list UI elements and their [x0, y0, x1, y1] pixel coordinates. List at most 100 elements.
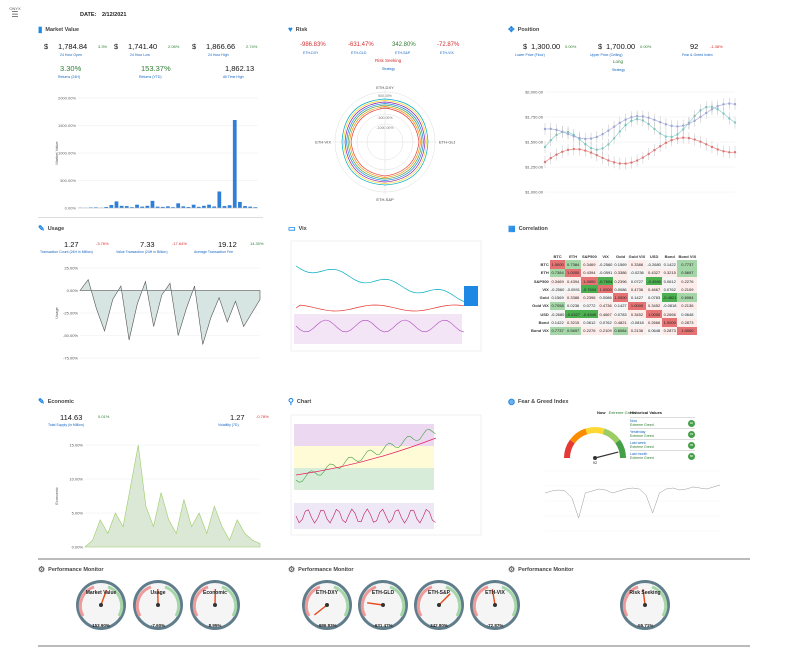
corr-cell: -0.0818 — [661, 301, 678, 311]
position-ytick: $1,750.00 — [525, 115, 544, 120]
gauge-icon: ⚙ — [288, 565, 296, 574]
bar-chart-icon: ▮ — [38, 25, 43, 34]
market-bar — [124, 206, 129, 208]
market-stat-pct: 2.74% — [246, 44, 258, 49]
corr-cell: 0.2666 — [661, 310, 678, 319]
corr-corner — [530, 252, 550, 260]
corr-cell: -0.4327 — [565, 310, 581, 319]
usage-stat-label: Average Transaction Fee — [194, 250, 234, 254]
corr-cell: 0.1427 — [613, 301, 628, 311]
performance-gauge — [133, 580, 183, 630]
position-stat-pct: 0.00% — [640, 44, 652, 49]
gauge-value: -72.87% — [486, 623, 504, 628]
gauge-name: Economic — [203, 590, 227, 596]
market-bar — [186, 207, 191, 208]
gauge-value: -631.47% — [373, 623, 393, 628]
history-item-label: Yesterday — [630, 430, 646, 434]
market-bar — [135, 204, 139, 208]
price-ma-line — [295, 437, 437, 476]
corr-cell: 0.2666 — [646, 318, 662, 327]
price-line — [295, 429, 436, 483]
corr-cell: 0.4394 — [565, 276, 581, 286]
usage-stat-label: Value Transaction (24H in Billion) — [116, 250, 168, 254]
corr-header: BTC — [553, 253, 562, 259]
risk-strategy: Risk Seeking — [375, 58, 402, 63]
price-osc-band — [294, 503, 434, 529]
position-stat-label: Upper Price (Ceiling) — [590, 53, 623, 57]
fear-greed-value: 92 — [593, 460, 598, 465]
wrench-icon: ✎ — [38, 397, 45, 406]
table-row: USD -0.2680 -0.4327 -0.4940 0.4667 0.0783 0.34… — [530, 310, 698, 319]
corr-cell: -0.0591 — [597, 268, 614, 277]
lower-series-line — [544, 137, 736, 164]
corr-cell: -0.0818 — [627, 318, 647, 327]
corr-cell: 0.7058 — [549, 301, 566, 311]
vix-embedded-chart — [290, 240, 482, 352]
market-bar — [130, 207, 134, 208]
corr-cell: -0.4821 — [661, 293, 678, 302]
corr-cell: 0.0086 — [597, 293, 614, 302]
usage-area — [79, 279, 261, 345]
market-stat2-value: 1,862.13 — [225, 64, 255, 73]
risk-strategy-label: Strategy — [382, 67, 396, 71]
corr-cell: 0.4394 — [580, 268, 598, 277]
chart-icon: ⚲ — [288, 397, 294, 406]
vix-mid-line — [295, 304, 465, 312]
corr-row-label: Gold VIX — [532, 303, 549, 309]
gauge-green-arc — [333, 585, 350, 617]
corr-cell: -0.2680 — [549, 310, 566, 319]
correlation-panel-title: ▦ Correlation — [508, 225, 548, 233]
corr-cell: 1.0000 — [646, 310, 662, 319]
corr-cell: 0.0648 — [677, 310, 698, 319]
logo-icon: ☰ — [11, 10, 19, 19]
dollar-sign: $ — [598, 42, 603, 51]
corr-cell: 0.0612 — [661, 276, 678, 286]
corr-cell: 0.6084 — [613, 326, 628, 335]
divider-monitor-bottom — [38, 645, 750, 647]
market-stat-label: 24 Hour High — [208, 53, 229, 57]
gauge-hub — [381, 603, 385, 607]
wrench-icon: ✎ — [38, 224, 45, 233]
usage-stat-pct: 14.30% — [250, 241, 264, 246]
vix-lower-band — [294, 314, 462, 344]
economic-stat-pct: -0.78% — [256, 414, 269, 419]
corr-cell: 0.0783 — [613, 310, 628, 319]
monitor-title: ⚙ Performance Monitor — [38, 566, 104, 574]
market-stat-label: 24 Hour Low — [130, 53, 150, 57]
table-row: BTC 1.0000 0.7384 0.3469 -0.2560 0.1569 0.3386… — [530, 260, 698, 269]
market-stat-pct: 3.3% — [98, 44, 108, 49]
gauge-name: Risk Seeking — [629, 590, 661, 596]
market-bar — [227, 205, 232, 208]
risk-stat-value: -631.47% — [348, 42, 374, 48]
history-item: Now Extreme Greed 92 — [630, 417, 695, 428]
risk-stat-label: ETH-S&P — [395, 51, 411, 55]
corr-cell: 1.0000 — [677, 326, 698, 335]
gauge-name: Usage — [150, 590, 166, 596]
price-osc-line — [295, 508, 436, 524]
usage-ylabel: Usage — [54, 306, 59, 318]
fear-greed-history-chart — [544, 470, 721, 532]
economic-ytick: 10.00% — [69, 477, 83, 482]
corr-header: ETH — [569, 253, 578, 259]
usage-ytick: 0.00% — [67, 288, 79, 293]
market-bar — [238, 201, 242, 208]
usage-stat-value: 19.12 — [218, 240, 237, 249]
corr-cell: 0.2136 — [677, 301, 698, 311]
risk-stat-label: ETH-DXY — [303, 51, 319, 55]
corr-cell: 0.0762 — [597, 318, 614, 327]
corr-cell: 0.2109 — [677, 285, 698, 294]
gauge-icon: ⚙ — [508, 565, 516, 574]
usage-ytick: -25.00% — [63, 311, 78, 316]
gauge-name: Market Value — [85, 590, 117, 596]
market-ytick: 0.00% — [65, 206, 77, 211]
market-bar — [181, 206, 186, 208]
usage-title-text: Usage — [47, 226, 65, 232]
corr-cell: 0.3469 — [549, 276, 566, 286]
position-panel-title: ✥ Position — [508, 26, 539, 34]
date-value: 2/12/2021 — [101, 12, 127, 18]
history-item-value: Extreme Greed — [630, 423, 654, 427]
economic-ylabel: Economic — [54, 487, 59, 505]
radar-series — [347, 104, 423, 180]
risk-stat-value: 342.80% — [392, 42, 416, 48]
corr-cell: 1.0000 — [661, 318, 678, 327]
